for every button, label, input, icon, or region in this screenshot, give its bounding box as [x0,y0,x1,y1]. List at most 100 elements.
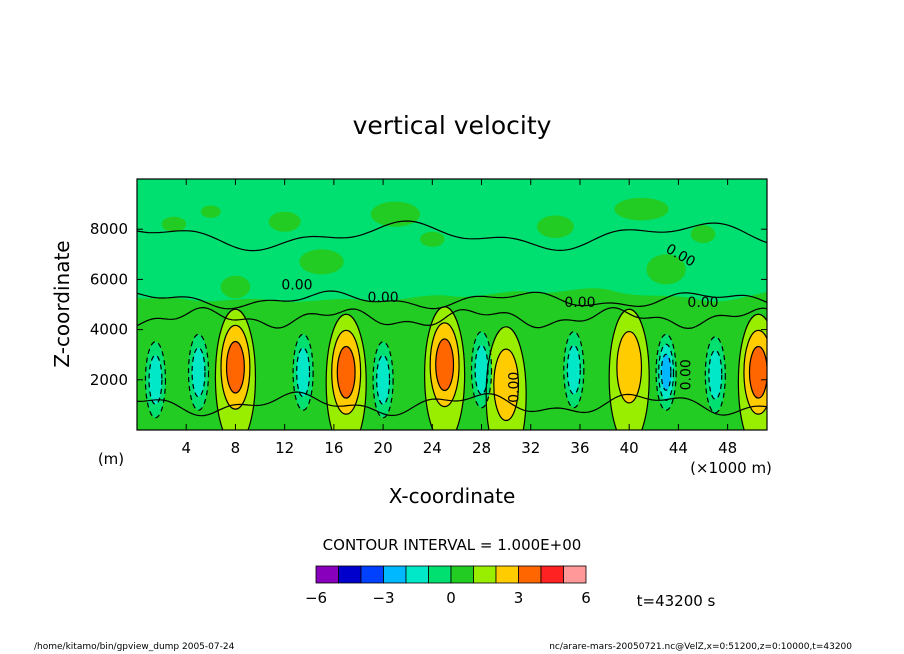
updraft-contour [608,308,650,430]
downdraft-contour [704,336,726,414]
downdraft-region [475,345,488,395]
colorbar-swatch [473,565,497,584]
updraft-contour [485,326,527,430]
downdraft-contour [144,341,167,419]
downdraft-contour [376,354,391,405]
downdraft-contour [191,347,206,398]
contour-label: 0.00 [687,295,718,311]
updraft-contour [214,308,257,430]
updraft-contour [325,313,367,430]
x-tick-label: 20 [374,439,393,457]
downdraft-contour [660,353,672,391]
upper-field-patch [536,215,574,238]
colorbar-swatch [563,565,587,584]
upper-field-patch [690,225,716,244]
x-tick-label: 44 [669,439,688,457]
updraft-contour [429,322,460,408]
downdraft-contour [187,333,210,411]
contour-label: 0.00 [564,295,595,311]
colorbar [315,565,587,584]
y-unit-label: (m) [98,450,124,468]
upper-field-patch [268,211,301,232]
upper-field-patch [220,275,251,299]
updraft-contour [737,313,767,430]
colorbar-swatch [540,565,564,584]
downdraft-region [567,345,581,395]
updraft-region [435,338,454,391]
zero-contour [137,220,767,252]
updraft-contour [435,338,455,392]
upper-field-patch [161,216,187,232]
y-tick-label: 4000 [90,321,128,339]
updraft-contour [336,345,356,399]
updraft-contour [225,340,245,394]
x-tick-label: 4 [181,439,191,457]
updraft-contour [616,330,643,404]
downdraft-contour [566,344,581,395]
colorbar-tick-label: 3 [514,589,524,607]
updraft-region [226,341,245,394]
x-axis-label: X-coordinate [389,484,516,508]
y-tick-label: 2000 [90,371,128,389]
colorbar-swatch [360,565,384,584]
colorbar-swatch [428,565,452,584]
x-tick-label: 8 [231,439,241,457]
downdraft-region [296,347,310,397]
time-label: t=43200 s [637,592,716,610]
updraft-contour [331,329,362,415]
downdraft-contour [296,347,311,398]
y-tick-label: 6000 [90,270,128,288]
y-tick-label: 8000 [90,220,128,238]
upper-field-patch [200,205,221,218]
contour-label: 0.00 [506,372,522,403]
footer-left: /home/kitamo/bin/gpview_dump 2005-07-24 [34,642,235,652]
downdraft-contour [470,331,493,409]
upper-field-patch [646,254,686,285]
downdraft-region [661,354,671,391]
updraft-region [337,346,356,399]
updraft-contour [493,348,520,422]
chart-title: vertical velocity [353,111,552,140]
updraft-region [493,349,519,421]
x-tick-label: 28 [472,439,491,457]
zero-contour [137,306,767,330]
colorbar-swatch [405,565,429,584]
downdraft-contour [292,333,314,411]
colorbar-tick-label: −6 [305,589,327,607]
updraft-region [616,331,642,403]
colorbar-swatch [495,565,519,584]
plot-area: 0.000.00 0.00 0.000.000.000.00 [137,179,767,430]
colorbar-swatch [383,565,407,584]
updraft-contour [220,324,251,410]
downdraft-contour [658,343,675,401]
zero-contour [137,391,767,417]
colorbar-swatch [450,565,474,584]
x-tick-label: 36 [570,439,589,457]
contour-label: 0.00 [679,359,695,390]
colorbar-tick-label: −3 [372,589,394,607]
downdraft-contour [474,344,489,395]
x-tick-label: 32 [521,439,540,457]
downdraft-contour [655,333,677,411]
updraft-contour [743,329,767,415]
x-tick-label: 48 [718,439,737,457]
updraft-region [749,346,767,399]
downdraft-region [708,350,722,400]
x-tick-label: 12 [275,439,294,457]
downdraft-region [376,355,390,405]
contour-interval-label: CONTOUR INTERVAL = 1.000E+00 [323,536,582,554]
colorbar-swatch [315,565,339,584]
x-tick-label: 24 [423,439,442,457]
downdraft-region [149,355,162,405]
zero-contour [137,290,767,310]
y-axis-label: Z-coordinate [50,240,74,367]
x-tick-label: 40 [620,439,639,457]
upper-field-patch [299,249,344,275]
footer-right: nc/arare-mars-20050721.nc@VelZ,x=0:51200… [549,642,852,652]
contour-label: 0.00 [368,290,399,306]
downdraft-contour [148,354,163,405]
colorbar-swatch [518,565,542,584]
plot-frame [136,178,768,431]
contour-label: 0.00 [281,277,312,293]
